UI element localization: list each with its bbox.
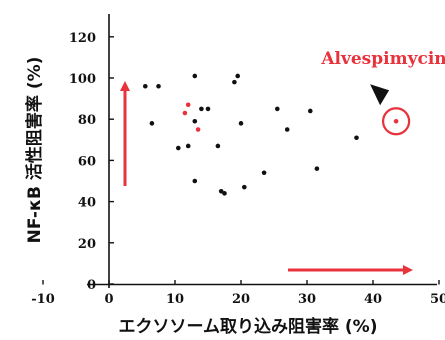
data-point — [261, 170, 267, 176]
y-tick-label: 120 — [69, 31, 96, 46]
annotation-label-alvespimycin: Alvespimycin — [320, 49, 445, 69]
red-data-point — [393, 118, 399, 124]
data-point — [199, 106, 204, 112]
data-point — [222, 191, 227, 196]
y-tick-label: 0 — [87, 278, 96, 293]
data-point — [143, 83, 148, 89]
data-point — [275, 106, 280, 112]
data-point — [156, 83, 161, 89]
y-tick-label: 80 — [78, 113, 96, 128]
x-tick-label: -10 — [31, 292, 55, 307]
data-point — [185, 143, 191, 149]
red-data-point — [182, 110, 188, 116]
x-axis-ticks: -10 0 10 20 30 40 50 — [31, 280, 445, 307]
data-point — [242, 184, 247, 190]
annotation-pointer-triangle — [370, 84, 390, 106]
y-axis-ticks: 0 20 40 60 80 100 120 — [69, 31, 114, 293]
red-data-point — [195, 127, 201, 132]
data-point — [192, 118, 198, 124]
x-axis-label: エクソソーム取り込み阻害率 (%) — [119, 316, 378, 337]
data-point — [218, 189, 224, 194]
x-tick-label: 30 — [298, 292, 316, 307]
data-point — [354, 135, 359, 141]
data-point — [232, 79, 237, 85]
x-tick-label: 20 — [232, 292, 250, 307]
data-point — [238, 121, 244, 126]
x-tick-label: 10 — [166, 292, 184, 307]
y-axis-label: NF-κB 活性阻害率 (%) — [24, 57, 45, 244]
y-tick-label: 60 — [78, 154, 96, 169]
data-point — [205, 106, 211, 112]
data-point — [235, 73, 240, 79]
data-point — [284, 127, 290, 132]
data-point — [149, 121, 155, 126]
data-point — [314, 166, 320, 171]
x-tick-label: 40 — [364, 292, 382, 307]
alvespimycin-highlight-circle — [382, 107, 411, 136]
data-point — [215, 143, 221, 149]
data-point — [192, 73, 198, 79]
x-tick-label: 50 — [430, 292, 445, 307]
data-point — [308, 108, 313, 114]
x-tick-label: 0 — [104, 292, 113, 307]
data-point — [176, 145, 181, 151]
y-tick-label: 100 — [69, 72, 96, 87]
red-data-point — [185, 102, 191, 108]
data-point — [192, 178, 198, 184]
data-points — [143, 73, 399, 196]
y-tick-label: 20 — [78, 237, 96, 252]
y-tick-label: 40 — [78, 196, 96, 211]
